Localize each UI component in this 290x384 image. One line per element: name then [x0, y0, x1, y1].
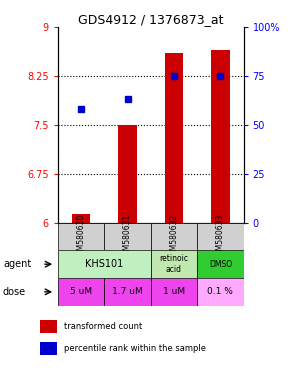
- Bar: [58, 278, 104, 306]
- Bar: [211, 50, 230, 223]
- Text: 1 uM: 1 uM: [163, 287, 185, 296]
- Bar: [40, 320, 57, 333]
- Title: GDS4912 / 1376873_at: GDS4912 / 1376873_at: [78, 13, 224, 26]
- Text: DMSO: DMSO: [209, 260, 232, 269]
- Bar: [151, 278, 197, 306]
- Bar: [197, 250, 244, 278]
- Bar: [104, 278, 151, 306]
- Bar: [118, 125, 137, 223]
- Bar: [165, 53, 183, 223]
- Text: 0.1 %: 0.1 %: [207, 287, 233, 296]
- Text: GSM580631: GSM580631: [123, 214, 132, 260]
- Text: GSM580633: GSM580633: [216, 214, 225, 260]
- Text: KHS101: KHS101: [85, 259, 124, 269]
- Bar: [197, 223, 244, 250]
- Bar: [104, 223, 151, 250]
- Text: 5 uM: 5 uM: [70, 287, 92, 296]
- Text: transformed count: transformed count: [64, 322, 143, 331]
- Bar: [151, 223, 197, 250]
- Bar: [58, 223, 104, 250]
- Text: retinoic
acid: retinoic acid: [160, 255, 188, 274]
- Text: agent: agent: [3, 259, 31, 269]
- Bar: [40, 342, 57, 355]
- Bar: [151, 250, 197, 278]
- Text: percentile rank within the sample: percentile rank within the sample: [64, 344, 206, 353]
- Bar: [197, 278, 244, 306]
- Text: dose: dose: [3, 287, 26, 297]
- Text: 1.7 uM: 1.7 uM: [112, 287, 143, 296]
- Text: GSM580632: GSM580632: [169, 214, 179, 260]
- Text: GSM580630: GSM580630: [77, 214, 86, 260]
- Bar: [72, 214, 90, 223]
- Bar: [58, 250, 151, 278]
